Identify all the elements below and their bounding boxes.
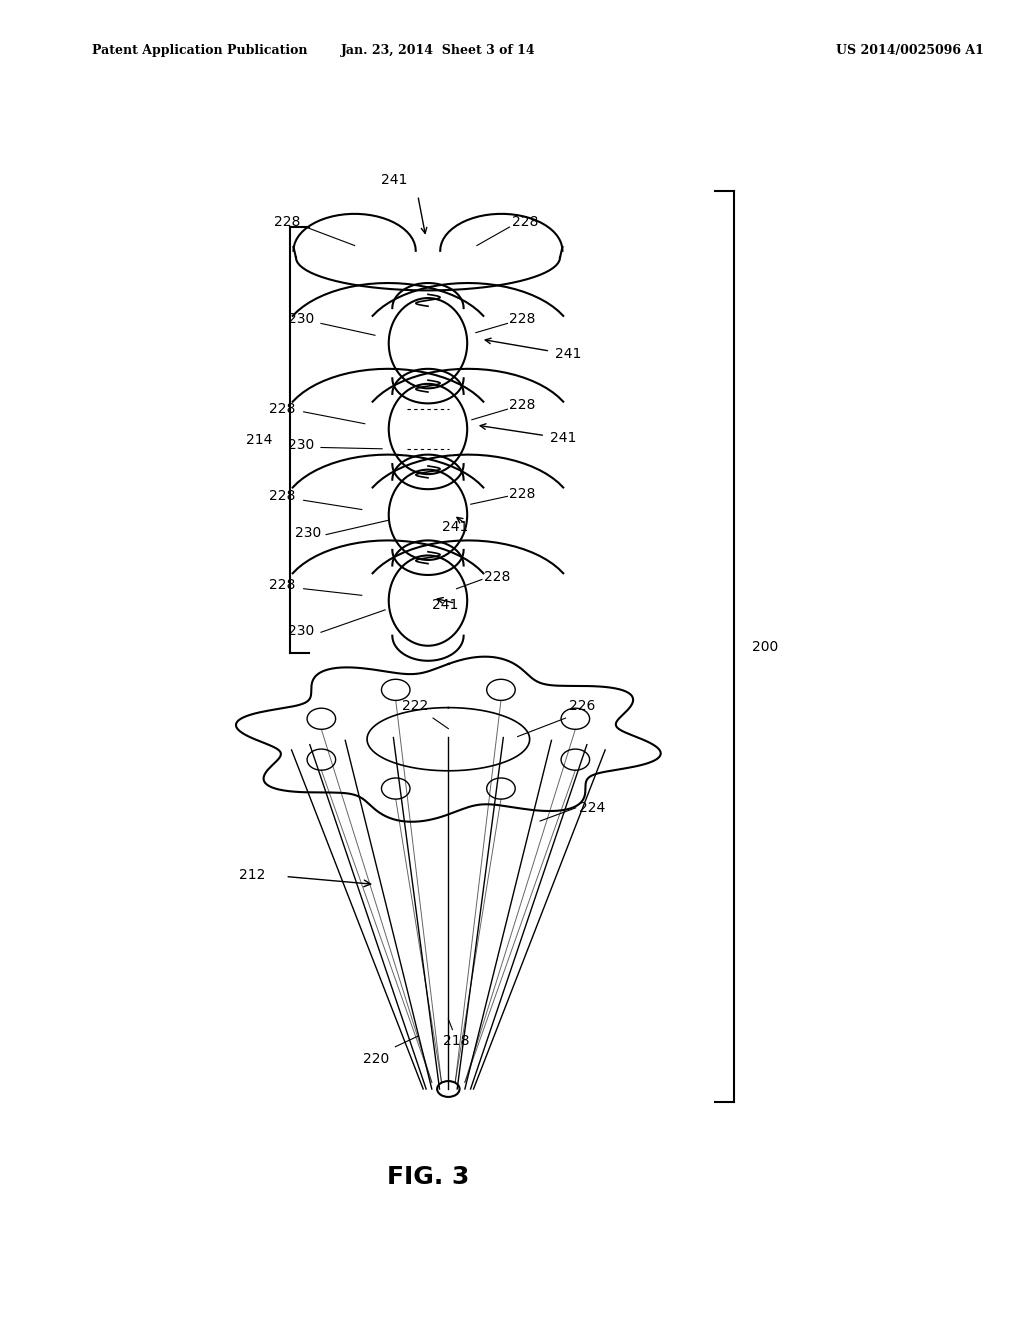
Text: 241: 241: [550, 432, 577, 445]
Text: 241: 241: [381, 173, 408, 187]
Text: 222: 222: [401, 698, 428, 713]
Text: 241: 241: [432, 598, 459, 611]
Text: FIG. 3: FIG. 3: [387, 1166, 469, 1189]
Text: 228: 228: [510, 313, 536, 326]
Text: 230: 230: [288, 438, 313, 451]
Text: 228: 228: [484, 570, 510, 583]
Text: 228: 228: [269, 578, 296, 591]
Text: 230: 230: [295, 527, 321, 540]
Text: 228: 228: [274, 215, 301, 228]
Text: US 2014/0025096 A1: US 2014/0025096 A1: [836, 44, 983, 57]
Text: 218: 218: [443, 1034, 470, 1048]
Text: 228: 228: [269, 403, 296, 416]
Text: 200: 200: [752, 640, 778, 653]
Text: 230: 230: [288, 624, 313, 638]
Text: 228: 228: [512, 215, 538, 228]
Text: 224: 224: [579, 801, 605, 814]
Text: 228: 228: [510, 399, 536, 412]
Text: 230: 230: [288, 313, 313, 326]
Text: Patent Application Publication: Patent Application Publication: [92, 44, 307, 57]
Text: 220: 220: [362, 1052, 389, 1067]
Text: 228: 228: [269, 490, 296, 503]
Text: 228: 228: [510, 487, 536, 500]
Text: 226: 226: [568, 698, 595, 713]
Text: 241: 241: [555, 347, 582, 360]
Text: 241: 241: [442, 520, 469, 533]
Text: 214: 214: [246, 433, 272, 447]
Text: Jan. 23, 2014  Sheet 3 of 14: Jan. 23, 2014 Sheet 3 of 14: [341, 44, 536, 57]
Text: 212: 212: [239, 869, 265, 882]
